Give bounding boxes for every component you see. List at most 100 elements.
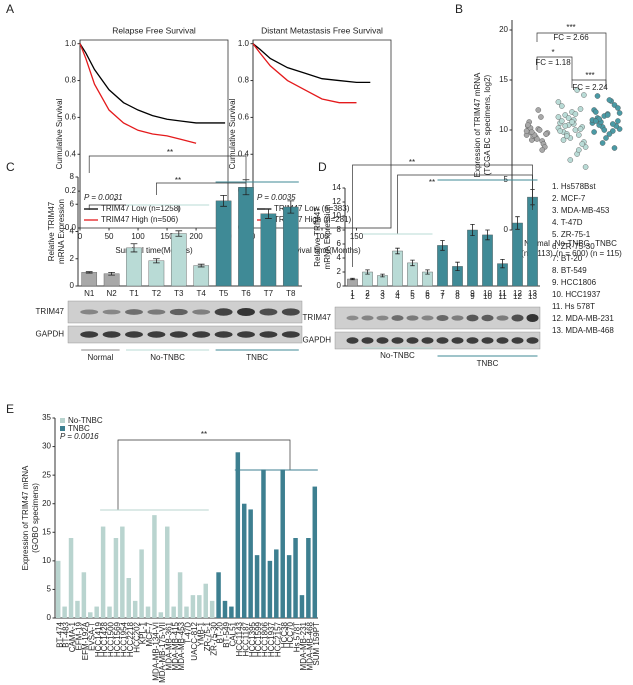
x-tick-label: N2 — [106, 289, 117, 298]
panel-label: E — [6, 402, 14, 416]
data-point — [564, 133, 570, 139]
bar — [158, 612, 164, 618]
x-tick-label: 7 — [440, 289, 445, 298]
x-tick-label: HCC1500 — [107, 621, 116, 657]
bar — [103, 273, 120, 287]
lane-number: 12 — [513, 292, 522, 301]
blot-band — [80, 331, 99, 338]
y-tick-label: 0.2 — [65, 186, 77, 195]
x-tick-label: 0 — [78, 232, 83, 241]
bar — [100, 526, 106, 618]
y-tick-label: 0.8 — [65, 76, 77, 85]
x-tick-label: MDA-MB-468 — [305, 621, 314, 670]
error-bar — [350, 277, 355, 281]
error-bar — [153, 258, 160, 264]
data-point — [562, 123, 569, 129]
y-tick-label: 0.4 — [238, 149, 250, 158]
blot-band — [391, 315, 404, 321]
x-tick-label: 11 — [498, 289, 507, 298]
data-point — [594, 93, 601, 99]
x-tick-label: HCC1143 — [235, 621, 244, 656]
x-tick-label: T1 — [129, 289, 139, 298]
bar — [145, 606, 151, 618]
significance-bracket — [571, 79, 607, 88]
data-point — [555, 114, 562, 120]
data-point — [599, 140, 606, 146]
panel-label: A — [6, 2, 14, 16]
cell-line-item: 3. MDA-MB-453 — [552, 206, 610, 215]
y-tick-label: 4 — [70, 227, 75, 236]
x-tick-label: 13 — [528, 289, 537, 298]
bar — [280, 469, 285, 618]
bar — [238, 187, 254, 287]
blot-band — [496, 337, 509, 344]
y-tick-label: 15 — [499, 75, 508, 84]
data-point — [615, 118, 621, 124]
blot-band — [436, 314, 449, 322]
bar — [260, 213, 277, 287]
y-axis-label: Expression of TRIM47 mRNA — [21, 465, 30, 570]
legend-swatch — [60, 426, 65, 431]
blot-band — [102, 309, 121, 315]
error-bar — [485, 229, 490, 241]
x-tick-label: HCC1806 — [261, 621, 270, 657]
blot-band — [526, 337, 539, 344]
x-tick-label: HCC1599 — [254, 621, 263, 657]
bar — [209, 600, 215, 618]
blot-label: TRIM47 — [36, 307, 65, 316]
error-bar — [455, 261, 460, 271]
x-tick-label: No-TNBC — [555, 239, 590, 248]
error-bar — [410, 259, 415, 267]
bar — [235, 452, 241, 618]
annotation: *** — [566, 23, 575, 32]
group-label: No-TNBC — [150, 353, 185, 362]
y-tick-label: 14 — [332, 183, 341, 192]
blot-band — [281, 331, 300, 338]
bar — [229, 606, 234, 618]
bar — [165, 526, 170, 618]
blot-band — [169, 331, 188, 338]
y-tick-label: 6 — [70, 199, 75, 208]
x-tick-label: CAL51 — [229, 621, 238, 646]
blot-band — [259, 308, 278, 316]
error-bar — [500, 259, 505, 269]
y-tick-label: 0 — [47, 613, 52, 622]
blot-band — [466, 337, 479, 344]
bar — [407, 262, 418, 287]
annotation: ** — [175, 176, 181, 185]
data-point — [615, 105, 621, 111]
error-bar — [425, 269, 430, 275]
x-tick-label: MDA-MB-415 — [171, 621, 180, 670]
y-tick-label: 1.0 — [65, 39, 77, 48]
bar — [215, 200, 232, 287]
x-tick-label: 9 — [470, 289, 475, 298]
x-tick-label: EFM-192A — [81, 621, 90, 660]
x-tick-label: T6 — [241, 289, 251, 298]
lane-number: 7 — [440, 292, 445, 301]
blot-band — [361, 337, 374, 344]
blot-band — [346, 315, 359, 321]
cell-line-item: 9. HCC1806 — [552, 278, 597, 287]
x-tick-label: T3 — [174, 289, 184, 298]
y-tick-label: 12 — [332, 197, 341, 206]
x-tick-label: CAMA-1 — [68, 621, 77, 652]
blot-band — [466, 314, 479, 322]
blot-band — [80, 309, 99, 315]
bar — [312, 486, 318, 618]
x-tick-label: 50 — [105, 232, 114, 241]
x-tick-label: HCC1187 — [241, 621, 250, 656]
x-tick-label: BT-20 — [216, 621, 225, 643]
error-bar — [197, 263, 205, 268]
annotation: FC = 1.18 — [535, 58, 571, 67]
chart-title: Relapse Free Survival — [112, 25, 196, 35]
bar — [113, 538, 119, 618]
x-tick-label: 150 — [160, 232, 174, 241]
data-point — [555, 99, 562, 105]
bar — [203, 583, 208, 618]
annotation: ** — [201, 430, 207, 439]
blot-band — [281, 308, 300, 316]
y-axis-label: Cumulative Survival — [228, 98, 237, 169]
blot-band — [376, 315, 389, 321]
significance-bracket — [536, 32, 607, 88]
data-point — [582, 164, 589, 170]
